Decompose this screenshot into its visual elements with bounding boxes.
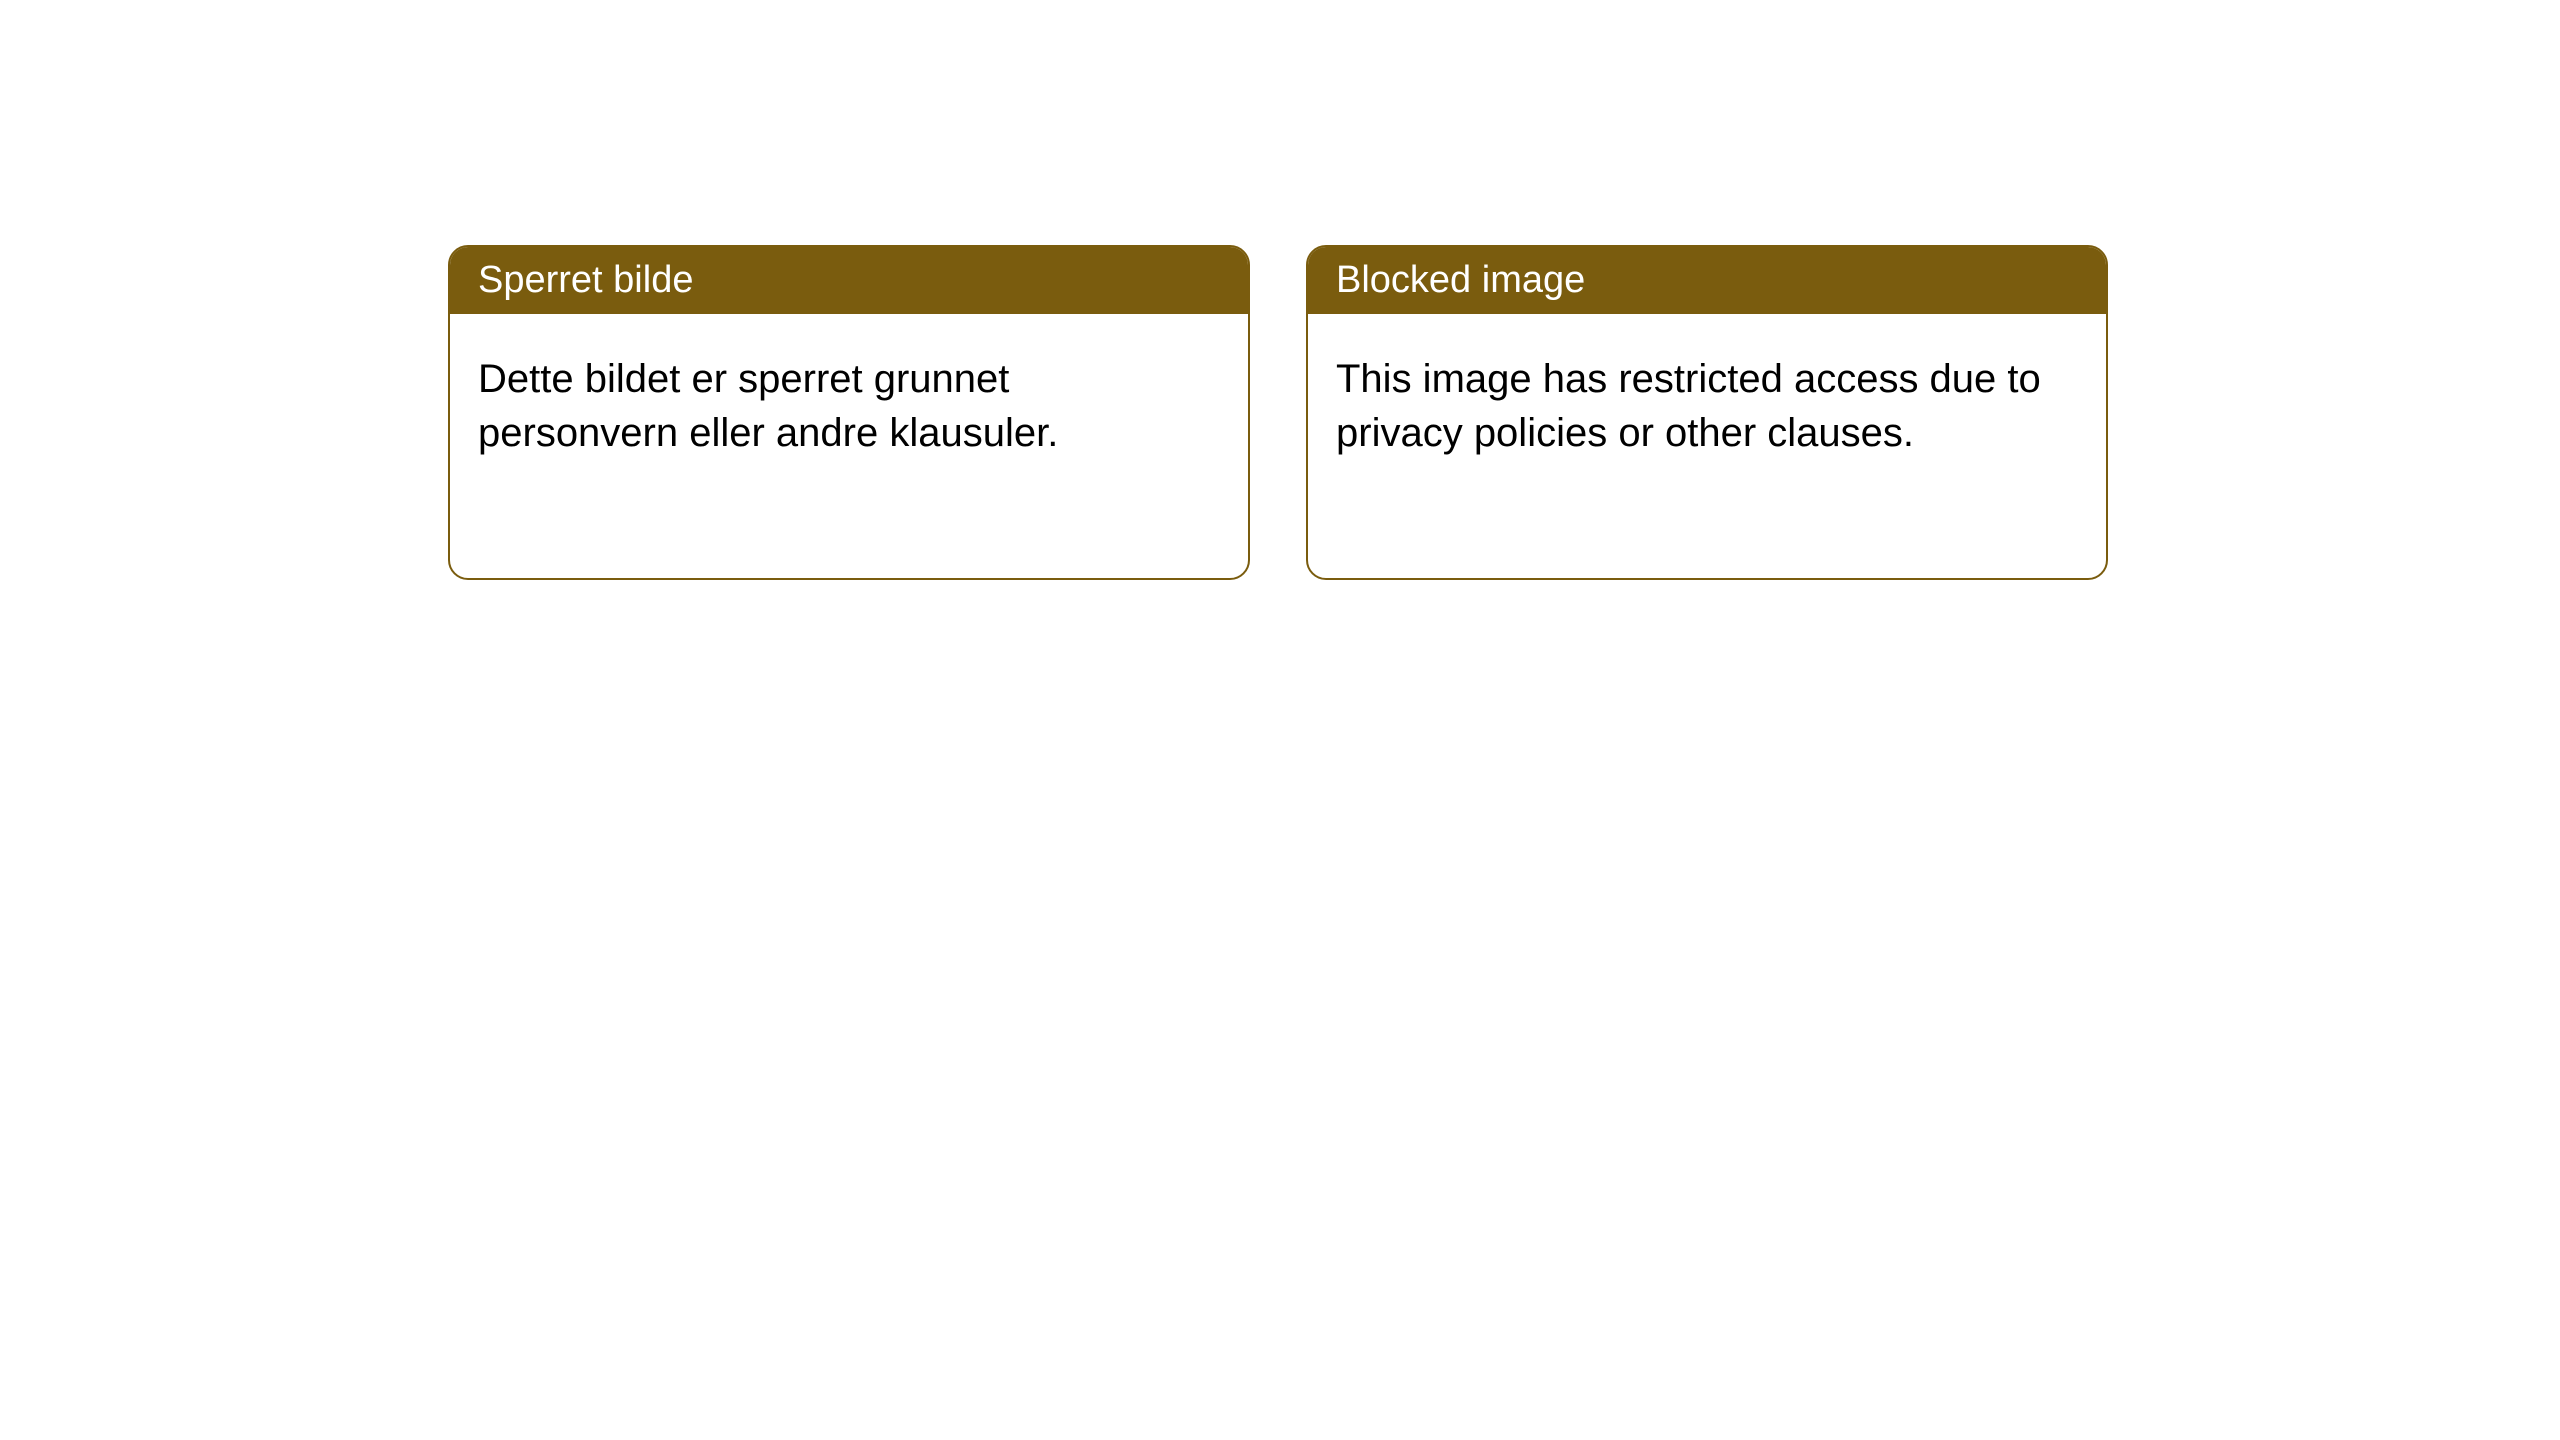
card-title: Blocked image xyxy=(1336,259,1585,301)
card-title: Sperret bilde xyxy=(478,259,693,301)
card-body-text: Dette bildet er sperret grunnet personve… xyxy=(478,357,1058,455)
blocked-image-card-english: Blocked image This image has restricted … xyxy=(1306,245,2108,580)
card-body: Dette bildet er sperret grunnet personve… xyxy=(450,314,1248,498)
notice-cards-container: Sperret bilde Dette bildet er sperret gr… xyxy=(448,245,2108,580)
blocked-image-card-norwegian: Sperret bilde Dette bildet er sperret gr… xyxy=(448,245,1250,580)
card-header: Sperret bilde xyxy=(450,247,1248,314)
card-body: This image has restricted access due to … xyxy=(1308,314,2106,498)
card-header: Blocked image xyxy=(1308,247,2106,314)
card-body-text: This image has restricted access due to … xyxy=(1336,357,2041,455)
